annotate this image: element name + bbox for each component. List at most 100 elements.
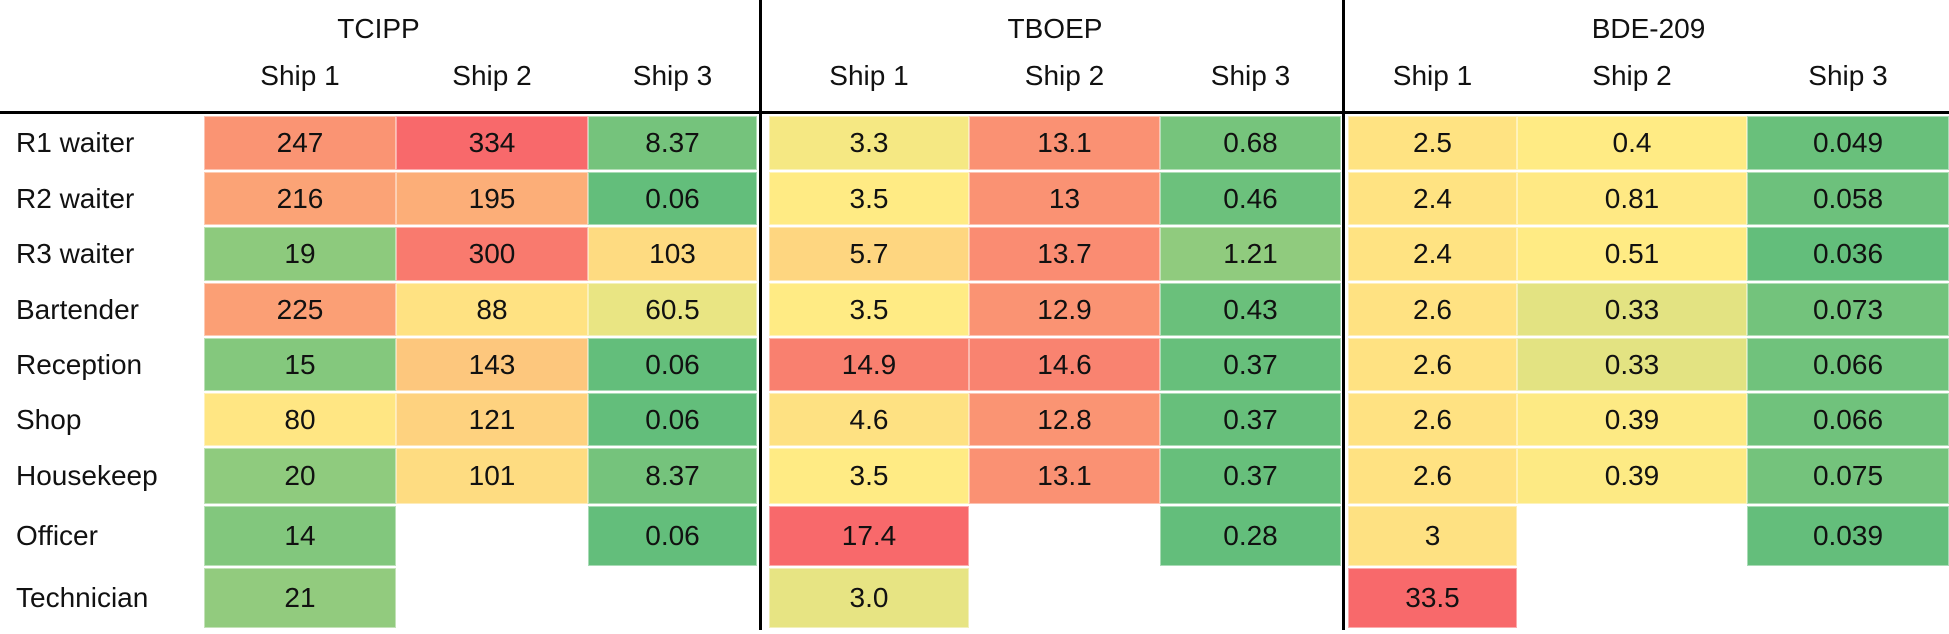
heatmap-cell: 0.39 (1517, 448, 1747, 504)
row-label: R3 waiter (0, 227, 204, 281)
heatmap-cell: 0.33 (1517, 283, 1747, 336)
heatmap-cell: 2.6 (1348, 283, 1517, 336)
heatmap-cell: 13.1 (969, 448, 1160, 504)
heatmap-cell: 3.3 (769, 116, 969, 170)
heatmap-cell (1160, 568, 1341, 628)
heatmap-cell: 0.06 (588, 172, 757, 225)
heatmap-cell: 3.5 (769, 283, 969, 336)
heatmap-cell: 0.039 (1747, 506, 1949, 566)
heatmap-cell: 143 (396, 338, 588, 391)
heatmap-cell: 0.075 (1747, 448, 1949, 504)
heatmap-cell: 0.06 (588, 506, 757, 566)
divider-line-tcipp-tboep (759, 0, 762, 630)
heatmap-cell (396, 568, 588, 628)
heatmap-cell: 121 (396, 393, 588, 446)
heatmap-cell: 15 (204, 338, 396, 391)
column-header-bde209-ship2: Ship 2 (1592, 60, 1672, 91)
heatmap-cell: 80 (204, 393, 396, 446)
heatmap-cell: 8.37 (588, 116, 757, 170)
row-label: Housekeep (0, 448, 204, 504)
heatmap-cell: 0.43 (1160, 283, 1341, 336)
heatmap-cell (588, 568, 757, 628)
heatmap-cell: 2.6 (1348, 393, 1517, 446)
heatmap-body: R1 waiter 247 334 8.37 3.3 13.1 0.68 2.5 0.4 0.04… (0, 116, 1949, 628)
heatmap-cell: 0.46 (1160, 172, 1341, 225)
heatmap-cell: 0.28 (1160, 506, 1341, 566)
heatmap-cell (1747, 568, 1949, 628)
column-header-tcipp-ship2: Ship 2 (452, 60, 532, 91)
header-rule (0, 111, 1949, 114)
heatmap-cell: 14.9 (769, 338, 969, 391)
heatmap-cell (396, 506, 588, 566)
heatmap-cell: 0.06 (588, 393, 757, 446)
column-header-tcipp-ship1: Ship 1 (260, 60, 340, 91)
heatmap-cell: 14 (204, 506, 396, 566)
heatmap-cell: 0.06 (588, 338, 757, 391)
heatmap-cell: 2.5 (1348, 116, 1517, 170)
heatmap-cell: 300 (396, 227, 588, 281)
heatmap-cell: 0.066 (1747, 338, 1949, 391)
heatmap-cell: 216 (204, 172, 396, 225)
heatmap-cell: 0.058 (1747, 172, 1949, 225)
divider-line-tboep-bde209 (1342, 0, 1345, 630)
heatmap-cell: 0.049 (1747, 116, 1949, 170)
heatmap-cell: 0.68 (1160, 116, 1341, 170)
heatmap-cell: 2.6 (1348, 448, 1517, 504)
heatmap-cell: 195 (396, 172, 588, 225)
heatmap-cell (969, 568, 1160, 628)
heatmap-cell: 0.073 (1747, 283, 1949, 336)
row-label: Shop (0, 393, 204, 446)
heatmap-cell: 3.5 (769, 448, 969, 504)
heatmap-cell: 0.37 (1160, 448, 1341, 504)
heatmap-cell: 60.5 (588, 283, 757, 336)
heatmap-cell: 12.8 (969, 393, 1160, 446)
heatmap-cell: 13.7 (969, 227, 1160, 281)
heatmap-cell: 3.0 (769, 568, 969, 628)
group-title-tcipp: TCIPP (337, 13, 420, 44)
heatmap-cell: 8.37 (588, 448, 757, 504)
heatmap-cell: 101 (396, 448, 588, 504)
row-label: Officer (0, 506, 204, 566)
column-header-tboep-ship3: Ship 3 (1210, 60, 1291, 91)
column-header-tboep-ship2: Ship 2 (1024, 60, 1105, 91)
heatmap-cell (1517, 506, 1747, 566)
column-header-tcipp-ship3: Ship 3 (632, 60, 713, 91)
column-header-bde209-ship1: Ship 1 (1392, 60, 1473, 91)
heatmap-cell: 13.1 (969, 116, 1160, 170)
column-header-bde209-ship3: Ship 3 (1808, 60, 1888, 91)
row-label: R2 waiter (0, 172, 204, 225)
heatmap-cell: 0.036 (1747, 227, 1949, 281)
heatmap-cell: 0.39 (1517, 393, 1747, 446)
row-label: Technician (0, 568, 204, 628)
heatmap-cell: 21 (204, 568, 396, 628)
heatmap-cell: 334 (396, 116, 588, 170)
heatmap-cell: 3 (1348, 506, 1517, 566)
heatmap-cell: 225 (204, 283, 396, 336)
heatmap-cell: 0.51 (1517, 227, 1747, 281)
heatmap-cell: 4.6 (769, 393, 969, 446)
heatmap-cell: 14.6 (969, 338, 1160, 391)
column-header-tboep-ship1: Ship 1 (829, 60, 909, 91)
heatmap-cell: 5.7 (769, 227, 969, 281)
heatmap-cell: 0.37 (1160, 338, 1341, 391)
heatmap-cell: 103 (588, 227, 757, 281)
heatmap-cell: 247 (204, 116, 396, 170)
heatmap-cell: 0.33 (1517, 338, 1747, 391)
group-title-tboep: TBOEP (1007, 13, 1103, 44)
heatmap-cell: 0.81 (1517, 172, 1747, 225)
heatmap-cell: 17.4 (769, 506, 969, 566)
heatmap-cell: 2.4 (1348, 172, 1517, 225)
heatmap-cell: 2.6 (1348, 338, 1517, 391)
heatmap-cell: 0.4 (1517, 116, 1747, 170)
heatmap-cell: 1.21 (1160, 227, 1341, 281)
row-label: Reception (0, 338, 204, 391)
heatmap-cell: 13 (969, 172, 1160, 225)
heatmap-cell: 3.5 (769, 172, 969, 225)
heatmap-cell: 19 (204, 227, 396, 281)
heatmap-cell: 88 (396, 283, 588, 336)
heatmap-cell: 33.5 (1348, 568, 1517, 628)
row-label: Bartender (0, 283, 204, 336)
heatmap-cell: 12.9 (969, 283, 1160, 336)
heatmap-cell: 2.4 (1348, 227, 1517, 281)
